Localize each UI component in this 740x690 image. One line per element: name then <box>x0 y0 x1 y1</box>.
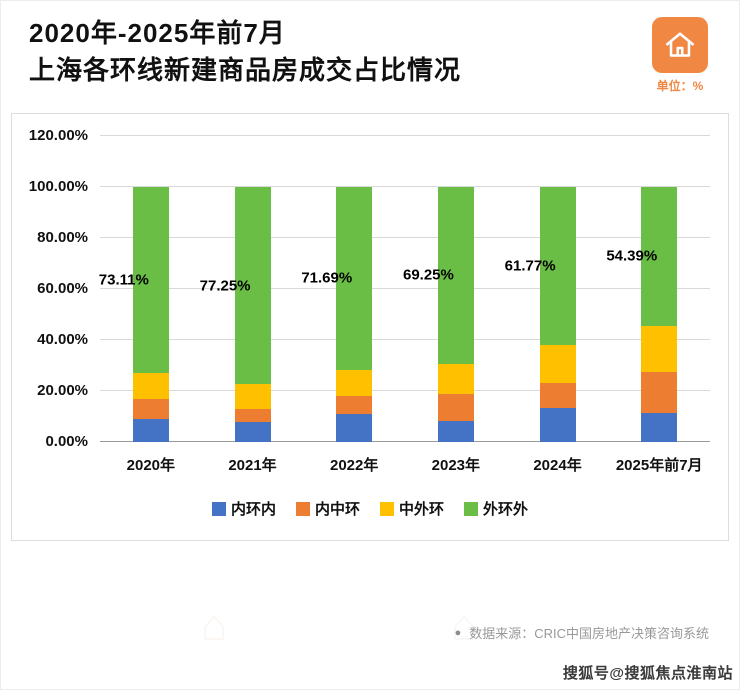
x-axis-label: 2020年 <box>100 454 202 475</box>
x-axis-label: 2022年 <box>303 454 405 475</box>
bar-column: 69.25% <box>405 136 507 442</box>
bar-segment-内中环 <box>235 409 271 422</box>
legend-swatch <box>296 502 310 516</box>
legend-item-内中环: 内中环 <box>296 498 360 519</box>
stacked-bar <box>336 136 372 442</box>
bar-segment-中外环 <box>336 370 372 396</box>
bar-segment-中外环 <box>641 326 677 373</box>
house-watermark-icon: ⌂ <box>201 601 228 651</box>
stacked-bar <box>641 136 677 442</box>
bar-segment-内中环 <box>540 383 576 408</box>
data-source-line: ● 数据来源：CRIC中国房地产决策咨询系统 <box>455 623 709 642</box>
bar-segment-内环内 <box>336 414 372 442</box>
bar-segment-内中环 <box>438 394 474 422</box>
legend-item-中外环: 中外环 <box>380 498 444 519</box>
bar-column: 73.11% <box>100 136 202 442</box>
x-axis-label: 2021年 <box>202 454 304 475</box>
bar-segment-内中环 <box>336 396 372 414</box>
x-axis-label: 2024年 <box>507 454 609 475</box>
bar-column: 61.77% <box>507 136 609 442</box>
legend-swatch <box>212 502 226 516</box>
bar-column: 54.39% <box>608 136 710 442</box>
columns: 73.11% 77.25% 71.69% 69.25% 61.77% 54.39% <box>100 136 710 442</box>
data-label: 73.11% <box>99 272 149 289</box>
data-label: 69.25% <box>403 267 454 284</box>
stacked-bar <box>540 136 576 442</box>
legend-item-内环内: 内环内 <box>212 498 276 519</box>
legend-label: 内中环 <box>315 498 360 519</box>
x-labels: 2020年2021年2022年2023年2024年2025年前7月 <box>100 454 710 475</box>
bar-segment-中外环 <box>235 384 271 409</box>
legend-swatch <box>380 502 394 516</box>
bar-segment-内中环 <box>641 372 677 413</box>
legend-swatch <box>464 502 478 516</box>
legend-label: 中外环 <box>399 498 444 519</box>
y-tick-label: 20.00% <box>8 382 88 399</box>
bar-segment-内环内 <box>540 408 576 442</box>
bar-segment-内中环 <box>133 399 169 419</box>
stacked-bar <box>133 136 169 442</box>
bar-segment-中外环 <box>540 345 576 384</box>
plot-area: 73.11% 77.25% 71.69% 69.25% 61.77% 54.39% <box>100 136 710 442</box>
bullet-icon: ● <box>455 627 462 639</box>
infographic-page: ⌂ ⌂ ⌂ ⌂ ⌂ ⌂ ⌂ ⌂ ⌂ ⌂ ⌂ 2020年-2025年前7月 上海各… <box>0 0 740 690</box>
bar-segment-中外环 <box>438 364 474 394</box>
data-label: 71.69% <box>301 270 352 287</box>
y-tick-label: 120.00% <box>8 127 88 144</box>
x-axis-label: 2025年前7月 <box>608 454 710 475</box>
legend-label: 内环内 <box>231 498 276 519</box>
data-label: 61.77% <box>505 257 556 274</box>
sohu-watermark-text: 搜狐号@搜狐焦点淮南站 <box>563 662 733 683</box>
y-axis: 0.00%20.00%40.00%60.00%80.00%100.00%120.… <box>12 136 92 442</box>
page-title: 2020年-2025年前7月 上海各环线新建商品房成交占比情况 <box>29 15 461 89</box>
y-tick-label: 0.00% <box>8 433 88 450</box>
data-label: 77.25% <box>200 277 251 294</box>
legend-label: 外环外 <box>483 498 528 519</box>
bar-column: 77.25% <box>202 136 304 442</box>
page-title-line1: 2020年-2025年前7月 <box>29 15 461 52</box>
y-tick-label: 60.00% <box>8 280 88 297</box>
unit-block: 单位：% <box>649 17 711 94</box>
data-source-text: 数据来源：CRIC中国房地产决策咨询系统 <box>469 623 709 642</box>
bar-segment-中外环 <box>133 373 169 398</box>
unit-label: 单位：% <box>649 77 711 94</box>
house-logo-icon <box>652 17 708 73</box>
x-axis-label: 2023年 <box>405 454 507 475</box>
y-tick-label: 80.00% <box>8 229 88 246</box>
bar-segment-内环内 <box>438 421 474 442</box>
bar-segment-内环内 <box>133 419 169 442</box>
y-tick-label: 100.00% <box>8 178 88 195</box>
bar-column: 71.69% <box>303 136 405 442</box>
legend-item-外环外: 外环外 <box>464 498 528 519</box>
data-label: 54.39% <box>606 248 657 265</box>
bar-segment-内环内 <box>641 413 677 442</box>
legend: 内环内 内中环 中外环 外环外 <box>12 498 728 519</box>
y-tick-label: 40.00% <box>8 331 88 348</box>
bar-segment-内环内 <box>235 422 271 442</box>
page-title-line2: 上海各环线新建商品房成交占比情况 <box>29 52 461 89</box>
stacked-bar <box>438 136 474 442</box>
chart-card: 0.00% 20.00% 40.00% 60.00% 80.00% 100.00% 120.… <box>11 113 729 541</box>
